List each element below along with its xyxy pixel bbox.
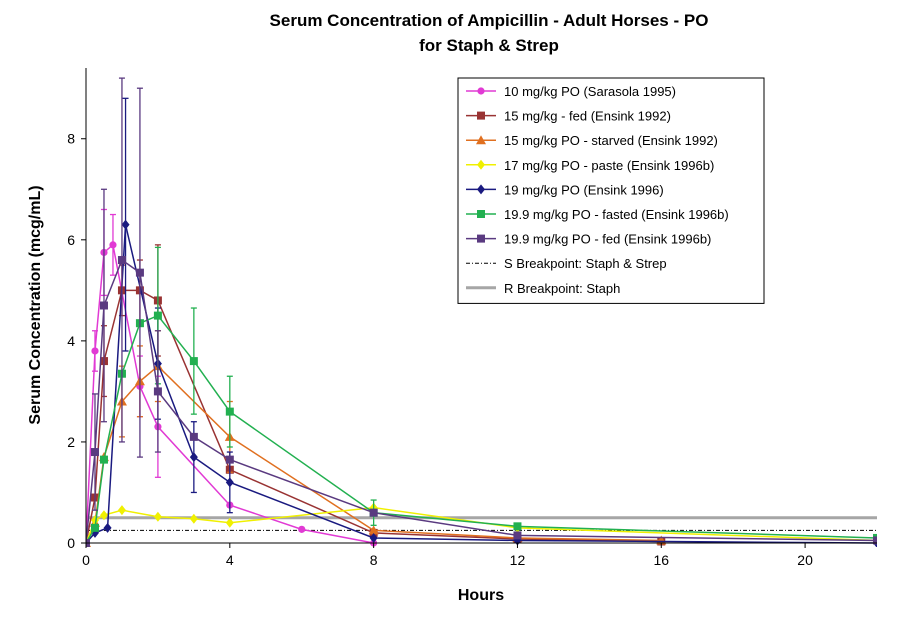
y-axis-title: Serum Concentration (mcg/mL) xyxy=(27,185,44,424)
legend-swatch-marker-4 xyxy=(477,159,485,170)
series-4-line xyxy=(86,506,877,544)
series-4-point-6 xyxy=(189,513,198,524)
series-7-point-4 xyxy=(117,256,126,265)
legend-item-2: 15 mg/kg - fed (Ensink 1992) xyxy=(466,109,671,124)
series-7-point-2 xyxy=(90,448,99,457)
series-4-point-4 xyxy=(117,505,126,516)
plot-clipped xyxy=(86,77,877,547)
legend-swatch-marker-3 xyxy=(476,135,486,145)
series-4-point-7 xyxy=(225,517,234,528)
series-6-line xyxy=(86,314,877,544)
series-5-point-6 xyxy=(189,452,198,463)
x-tick-label-1: 0 xyxy=(82,552,90,568)
series-6-point-6 xyxy=(153,311,162,320)
legend-label-4: 17 mg/kg PO - paste (Ensink 1996b) xyxy=(504,158,714,173)
legend-item-1: 10 mg/kg PO (Sarasola 1995) xyxy=(466,84,676,99)
legend-label-6: 19.9 mg/kg PO - fasted (Ensink 1996b) xyxy=(504,207,729,222)
y-tick-label-3: 4 xyxy=(67,333,75,349)
series-7 xyxy=(86,77,877,547)
legend-swatch-marker-7 xyxy=(477,234,485,243)
series-6-point-10 xyxy=(513,522,522,531)
series-5-line xyxy=(86,224,877,544)
series-7-point-11 xyxy=(873,536,877,545)
legend-item-3: 15 mg/kg PO - starved (Ensink 1992) xyxy=(466,133,718,148)
legend-swatch-marker-1 xyxy=(477,87,485,95)
x-tick-label-5: 16 xyxy=(653,552,669,568)
series-7-point-8 xyxy=(225,455,234,464)
y-tick-label-2: 2 xyxy=(67,434,75,450)
legend-item-4: 17 mg/kg PO - paste (Ensink 1996b) xyxy=(466,158,714,173)
legend-item-9: R Breakpoint: Staph xyxy=(466,281,620,296)
chart-title-line-2: for Staph & Strep xyxy=(419,36,559,55)
legend-swatch-marker-6 xyxy=(477,210,485,218)
y-tick-label-4: 6 xyxy=(67,232,75,248)
series-7-point-3 xyxy=(99,301,108,310)
legend-label-9: R Breakpoint: Staph xyxy=(504,281,620,296)
series-6-point-7 xyxy=(189,357,198,366)
series-6 xyxy=(86,246,877,547)
series-1-point-8 xyxy=(298,525,306,533)
legend-label-5: 19 mg/kg PO (Ensink 1996) xyxy=(504,182,664,197)
series-7-point-6 xyxy=(153,387,162,396)
series-6-point-2 xyxy=(90,523,99,532)
series-7-point-5 xyxy=(135,268,144,277)
series-6-point-8 xyxy=(225,407,234,416)
series-6-point-3 xyxy=(99,455,108,464)
series-5-point-3 xyxy=(103,522,112,533)
x-tick-label-2: 4 xyxy=(226,552,234,568)
series-7-point-7 xyxy=(189,432,198,441)
chart-title: Serum Concentration of Ampicillin - Adul… xyxy=(270,11,709,55)
series-5-point-7 xyxy=(225,477,234,488)
legend-item-5: 19 mg/kg PO (Ensink 1996) xyxy=(466,182,664,197)
legend-label-3: 15 mg/kg PO - starved (Ensink 1992) xyxy=(504,133,718,148)
legend-item-6: 19.9 mg/kg PO - fasted (Ensink 1996b) xyxy=(466,207,729,222)
legend-box xyxy=(457,77,765,304)
x-axis-title: Hours xyxy=(458,587,504,604)
legend-swatch-marker-2 xyxy=(477,111,485,120)
series-4-point-5 xyxy=(153,511,162,522)
series-4-point-3 xyxy=(99,510,108,521)
axes: 0 4 8 12 16 20 0 2 4 6 8 xyxy=(67,68,877,568)
legend-label-8: S Breakpoint: Staph & Strep xyxy=(504,256,667,271)
series-4 xyxy=(86,502,877,547)
legend-swatch-marker-5 xyxy=(477,184,485,195)
series-2-line xyxy=(86,289,662,544)
series-7-point-9 xyxy=(369,508,378,517)
x-tick-label-4: 12 xyxy=(510,552,526,568)
series-5-point-4 xyxy=(121,219,130,230)
legend-label-2: 15 mg/kg - fed (Ensink 1992) xyxy=(504,109,671,124)
y-tick-label-5: 8 xyxy=(67,131,75,147)
plot-area xyxy=(86,77,877,547)
series-1-point-4 xyxy=(109,241,117,249)
legend-item-7: 19.9 mg/kg PO - fed (Ensink 1996b) xyxy=(466,232,711,247)
series-1-point-2 xyxy=(91,347,99,355)
x-tick-label-3: 8 xyxy=(370,552,378,568)
legend-label-1: 10 mg/kg PO (Sarasola 1995) xyxy=(504,84,676,99)
x-tick-label-6: 20 xyxy=(797,552,813,568)
legend: 10 mg/kg PO (Sarasola 1995) 15 mg/kg - fe… xyxy=(457,77,765,304)
series-3-point-8 xyxy=(368,525,379,535)
series-7-point-10 xyxy=(513,531,522,540)
series-5-point-8 xyxy=(369,532,378,543)
chart-title-line-1: Serum Concentration of Ampicillin - Adul… xyxy=(270,11,709,30)
y-tick-label-1: 0 xyxy=(67,535,75,551)
legend-item-8: S Breakpoint: Staph & Strep xyxy=(466,256,667,271)
legend-label-7: 19.9 mg/kg PO - fed (Ensink 1996b) xyxy=(504,232,711,247)
